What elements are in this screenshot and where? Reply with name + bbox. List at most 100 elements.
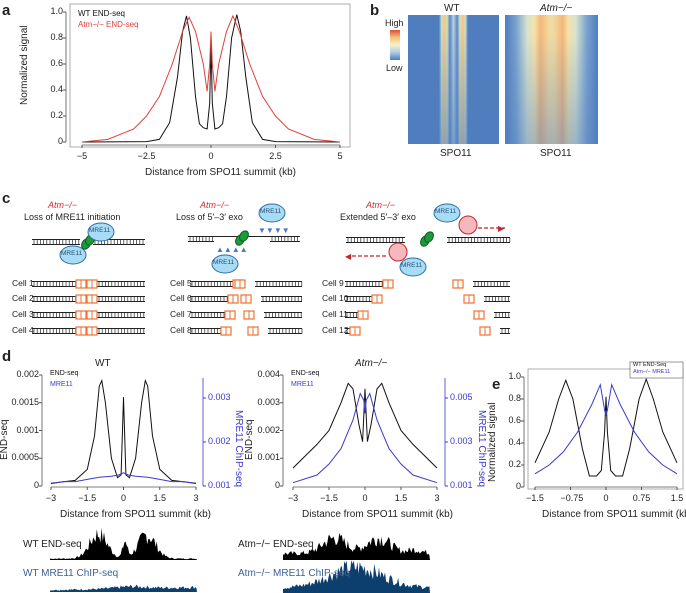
d-wt-x-tick-label: 3 (193, 493, 199, 503)
d-wt-y2-tick-label: 0.002 (208, 436, 231, 446)
c2-arrows-icon: ▲▲▲▲ (216, 245, 248, 254)
c2-mre11-top-label: MRE11 (260, 208, 282, 215)
e-y-tick-label: 0.2 (508, 459, 521, 469)
c2-mre11-top (258, 203, 286, 223)
d-wt-y-tick-label: 0.002 (16, 369, 39, 379)
cell-label: Cell 2 (12, 293, 34, 303)
a-series-atm-end-seq (81, 14, 341, 143)
c3-arrowhead-left-icon: ◀ (345, 252, 352, 261)
d-atm-x-tick-label: −1.5 (320, 493, 338, 503)
e-legend-entry: WT END-Seq (633, 362, 667, 368)
e-x-tick-label: 0 (603, 493, 609, 503)
c3-mre11-bottom (399, 257, 427, 277)
cell-label: Cell 10 (322, 293, 349, 303)
a-legend-entry: Atm−/− END-seq (78, 20, 139, 29)
panel-label-e: e (492, 376, 501, 393)
d-wt-x-tick-label: −1.5 (78, 493, 97, 503)
cell-label: Cell 12 (322, 325, 349, 335)
e-x-tick-label: −1.5 (526, 493, 544, 503)
a-x-axis-label: Distance from SPO11 summit (kb) (145, 167, 296, 178)
a-y-axis-label: Normalized signal (19, 25, 30, 105)
e-y-tick-label: 0.4 (508, 437, 521, 447)
a-y-tick-label: 0.4 (50, 84, 63, 94)
d-wt-y-tick-label: 0.001 (16, 424, 39, 435)
heatmap-title-atm: Atm−/− (540, 3, 573, 14)
d-wt-x-tick-label: 0 (120, 493, 126, 503)
heatmap-title-wt: WT (444, 3, 460, 14)
panel-label-a: a (2, 2, 11, 19)
e-plot-frame (527, 368, 684, 490)
d-atm-legend-entry: END-seq (291, 370, 320, 377)
cell-label: Cell 3 (12, 309, 34, 319)
c2-genotype: Atm−/− (200, 200, 230, 210)
d-atm-x-tick-label: 1.5 (394, 493, 408, 503)
cell-label: Cell 4 (12, 325, 34, 335)
track-atm-endseq (283, 533, 430, 560)
c1-mre11-top-label: MRE11 (89, 227, 111, 234)
cell-label: Cell 9 (322, 278, 344, 288)
a-legend-entry: WT END-seq (78, 9, 125, 18)
d-wt-title: WT (95, 358, 111, 369)
a-x-tick-label: 2.5 (269, 151, 282, 161)
d-atm-x-axis-label: Distance from SPO11 summit (kb) (302, 509, 453, 520)
track-label-atm-endseq: Atm−/− END-seq (238, 539, 314, 550)
c1-title: Loss of MRE11 initiation (24, 212, 121, 222)
track-wt-mre11 (50, 584, 197, 592)
d-wt-y-tick-label: 0.0005 (11, 452, 39, 463)
panel-label-d: d (2, 348, 12, 365)
e-legend-box (629, 361, 684, 379)
e-legend-entry: Atm−/− MRE11 (633, 369, 671, 375)
heatmap-wt (408, 15, 499, 144)
cell-label: Cell 8 (170, 325, 192, 335)
panel-label-b: b (370, 2, 380, 19)
d-atm-y-axis-label: END-seq (244, 419, 255, 460)
c2-title: Loss of 5′–3′ exo (176, 212, 243, 222)
d-wt-x-axis-label: Distance from SPO11 summit (kb) (60, 509, 211, 520)
d-atm-y2-tick-label: 0.001 (450, 480, 473, 490)
d-atm-y2-tick-label: 0.005 (450, 392, 473, 402)
d-atm-y2-tick-label: 0.003 (450, 436, 473, 446)
d-wt-series-mre11 (50, 472, 197, 485)
track-label-wt-endseq: WT END-seq (23, 539, 82, 550)
c3-arrowhead-right-icon: ▶ (498, 224, 505, 233)
c2-mre11-bottom (211, 254, 239, 274)
scale-high-label: High (385, 18, 404, 28)
d-wt-y2-tick-label: 0.003 (208, 392, 231, 402)
a-y-tick-label: 0.8 (50, 32, 63, 42)
panel-label-c: c (2, 190, 11, 207)
d-wt-legend-entry: MRE11 (50, 381, 73, 388)
heatmap-xlabel-wt: SPO11 (440, 148, 472, 159)
c3-genotype: Atm−/− (366, 200, 396, 210)
c3-exo-left (388, 242, 408, 262)
a-x-tick-label: −2.5 (137, 151, 156, 161)
d-atm-legend-entry: MRE11 (291, 381, 314, 388)
cell-label: Cell 7 (170, 309, 192, 319)
d-atm-x-tick-label: −3 (287, 493, 299, 503)
c1-genotype: Atm−/− (48, 200, 78, 210)
heatmap-xlabel-atm: SPO11 (540, 148, 572, 159)
d-atm-x-tick-label: 0 (362, 493, 368, 503)
a-x-tick-label: 5 (337, 151, 343, 161)
c2-spo11-complex (239, 230, 249, 242)
cell-label: Cell 5 (170, 278, 192, 288)
d-wt-y-tick-label: 0 (33, 480, 39, 490)
d-wt-x-tick-label: 1.5 (153, 493, 166, 503)
d-atm-y-tick-label: 0.001 (257, 452, 280, 463)
e-series-atm-mre11 (534, 382, 678, 475)
d-atm-y-tick-label: 0 (274, 480, 280, 490)
d-wt-y-axis-label: END-seq (0, 419, 10, 460)
c3-spo11-complex (424, 231, 434, 243)
e-x-tick-label: 1.5 (670, 493, 684, 503)
e-y-tick-label: 0 (515, 481, 521, 491)
d-wt-legend-entry: END-seq (50, 370, 79, 377)
d-atm-y-tick-label: 0.002 (257, 424, 280, 435)
e-x-tick-label: 0.75 (632, 493, 651, 503)
c3-mre11-top (433, 203, 461, 223)
a-y-tick-label: 0.2 (50, 110, 63, 120)
e-y-tick-label: 0.6 (508, 415, 521, 425)
c1-mre11-bottom (59, 245, 87, 265)
d-wt-y2-axis-label: MRE11 ChIP-seq (233, 410, 244, 488)
a-x-tick-label: −5 (76, 151, 88, 161)
track-label-atm-mre11: Atm−/− MRE11 ChIP-seq (238, 568, 351, 579)
